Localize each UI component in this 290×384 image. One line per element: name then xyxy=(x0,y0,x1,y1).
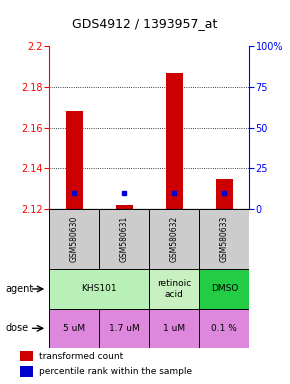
Bar xyxy=(99,309,149,348)
Text: GSM580630: GSM580630 xyxy=(70,216,79,262)
Bar xyxy=(149,309,200,348)
Bar xyxy=(99,209,149,269)
Bar xyxy=(149,269,200,309)
Text: transformed count: transformed count xyxy=(39,351,123,361)
Bar xyxy=(49,209,99,269)
Bar xyxy=(20,351,33,361)
Bar xyxy=(49,309,99,348)
Text: 1 uM: 1 uM xyxy=(163,324,185,333)
Text: 5 uM: 5 uM xyxy=(63,324,85,333)
Bar xyxy=(200,269,249,309)
Text: 0.1 %: 0.1 % xyxy=(211,324,237,333)
Text: agent: agent xyxy=(6,284,34,294)
Text: GSM580633: GSM580633 xyxy=(220,216,229,262)
Text: DMSO: DMSO xyxy=(211,285,238,293)
Bar xyxy=(200,209,249,269)
Bar xyxy=(166,73,183,209)
Bar xyxy=(66,111,83,209)
Bar xyxy=(216,179,233,209)
Text: GSM580632: GSM580632 xyxy=(170,216,179,262)
Text: dose: dose xyxy=(6,323,29,333)
Text: GSM580631: GSM580631 xyxy=(120,216,129,262)
Bar xyxy=(200,309,249,348)
Text: 1.7 uM: 1.7 uM xyxy=(109,324,140,333)
Bar xyxy=(20,366,33,377)
Bar xyxy=(49,269,149,309)
Bar xyxy=(116,205,133,209)
Bar xyxy=(149,209,200,269)
Text: KHS101: KHS101 xyxy=(81,285,117,293)
Text: retinoic
acid: retinoic acid xyxy=(157,279,191,299)
Text: percentile rank within the sample: percentile rank within the sample xyxy=(39,367,192,376)
Text: GDS4912 / 1393957_at: GDS4912 / 1393957_at xyxy=(72,17,218,30)
